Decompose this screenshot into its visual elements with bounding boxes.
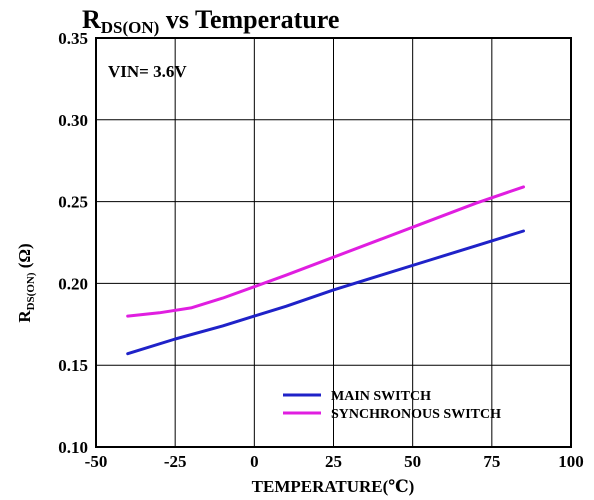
x-axis-label-text: TEMPERATURE(℃) <box>252 477 415 496</box>
x-tick-labels: -50 -25 0 25 50 75 100 <box>85 452 584 471</box>
y-tick-label: 0.20 <box>58 274 88 293</box>
chart-title-rest: vs Temperature <box>159 5 339 34</box>
annotation-vin: VIN= 3.6V <box>108 62 187 81</box>
y-tick-label: 0.30 <box>58 111 88 130</box>
x-tick-label: 25 <box>325 452 342 471</box>
y-tick-label: 0.35 <box>58 29 88 48</box>
legend-label: MAIN SWITCH <box>331 389 431 404</box>
y-tick-label: 0.15 <box>58 356 88 375</box>
y-tick-label: 0.10 <box>58 438 88 457</box>
y-axis-label-main: R <box>15 310 34 323</box>
y-axis-label-rest: (Ω) <box>15 243 34 272</box>
x-tick-label: 100 <box>558 452 584 471</box>
x-tick-label: 75 <box>483 452 500 471</box>
x-tick-label: 50 <box>404 452 421 471</box>
series-lines <box>126 185 525 356</box>
chart-title-subscript: DS(ON) <box>101 18 160 37</box>
legend-label: SYNCHRONOUS SWITCH <box>331 407 501 422</box>
y-tick-label: 0.25 <box>58 193 88 212</box>
chart-title: RDS(ON) vs Temperature <box>82 5 339 37</box>
x-tick-label: -50 <box>85 452 108 471</box>
y-axis-label-subscript: DS(ON) <box>25 272 37 310</box>
x-tick-label: -25 <box>164 452 187 471</box>
x-tick-label: 0 <box>250 452 259 471</box>
y-tick-labels: 0.10 0.15 0.20 0.25 0.30 0.35 <box>58 29 88 457</box>
x-axis-label: TEMPERATURE(℃) <box>252 477 415 496</box>
series-line-2 <box>126 185 525 318</box>
chart-title-main: R <box>82 5 101 34</box>
series-line-1 <box>126 229 525 356</box>
plot-frame <box>95 37 572 448</box>
grid <box>96 38 571 447</box>
legend: MAIN SWITCH SYNCHRONOUS SWITCH <box>283 389 501 422</box>
y-axis-label: RDS(ON) (Ω) <box>15 243 37 322</box>
